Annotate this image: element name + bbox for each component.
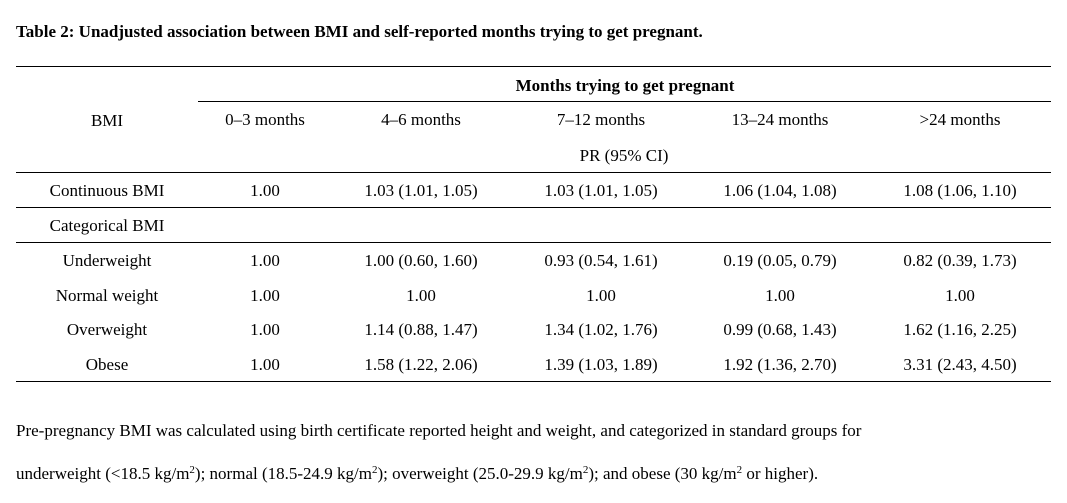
superscript: 2 — [582, 464, 589, 476]
table-cell: 0.19 (0.05, 0.79) — [723, 251, 837, 270]
row-rule — [16, 207, 1051, 208]
column-header: 13–24 months — [731, 110, 829, 129]
table-bottom-rule — [16, 381, 1051, 382]
row-label: Continuous BMI — [49, 181, 165, 200]
table-cell: 0.82 (0.39, 1.73) — [903, 251, 1017, 270]
table-cell: 1.39 (1.03, 1.89) — [544, 355, 658, 374]
spanner-rule — [198, 101, 1051, 102]
row-label: Categorical BMI — [49, 216, 165, 235]
row-label: Obese — [85, 355, 129, 374]
footnote-text: ); overweight (25.0-29.9 kg/m — [377, 464, 583, 483]
column-header: 7–12 months — [556, 110, 646, 129]
table-cell: 1.14 (0.88, 1.47) — [364, 320, 478, 339]
table-cell: 1.92 (1.36, 2.70) — [723, 355, 837, 374]
row-rule — [16, 242, 1051, 243]
header-bottom-rule — [16, 172, 1051, 173]
row-label: Normal weight — [55, 286, 159, 305]
table-cell: 1.00 — [586, 286, 616, 305]
footnote-text: underweight (<18.5 kg/m — [16, 464, 190, 483]
table-footnote-line-1: Pre-pregnancy BMI was calculated using b… — [16, 421, 862, 440]
table-cell: 3.31 (2.43, 4.50) — [903, 355, 1017, 374]
row-label: Overweight — [66, 320, 148, 339]
measure-label: PR (95% CI) — [579, 146, 669, 165]
table-caption: Table 2: Unadjusted association between … — [16, 22, 703, 41]
column-header: 4–6 months — [381, 110, 461, 129]
column-header: >24 months — [919, 110, 1001, 129]
table-cell: 0.93 (0.54, 1.61) — [544, 251, 658, 270]
table-cell: 1.00 — [250, 355, 280, 374]
table-cell: 1.00 (0.60, 1.60) — [364, 251, 478, 270]
table-cell: 1.58 (1.22, 2.06) — [364, 355, 478, 374]
table-cell: 1.06 (1.04, 1.08) — [723, 181, 837, 200]
column-header: 0–3 months — [225, 110, 305, 129]
table-cell: 1.08 (1.06, 1.10) — [903, 181, 1017, 200]
table-top-rule — [16, 66, 1051, 67]
row-label: Underweight — [62, 251, 152, 270]
table-cell: 1.62 (1.16, 2.25) — [903, 320, 1017, 339]
table-cell: 1.03 (1.01, 1.05) — [364, 181, 478, 200]
table-cell: 1.00 — [945, 286, 975, 305]
table-cell: 1.00 — [250, 320, 280, 339]
table-cell: 1.00 — [250, 251, 280, 270]
superscript: 2 — [189, 464, 195, 476]
footnote-text: ); normal (18.5-24.9 kg/m — [194, 464, 372, 483]
table-cell: 1.00 — [250, 181, 280, 200]
table-cell: 1.00 — [250, 286, 280, 305]
table-footnote-line-2: underweight (<18.5 kg/m2); normal (18.5-… — [16, 464, 818, 484]
superscript: 2 — [371, 464, 378, 476]
table-cell: 0.99 (0.68, 1.43) — [723, 320, 837, 339]
superscript: 2 — [736, 464, 743, 476]
column-spanner-header: Months trying to get pregnant — [515, 76, 735, 95]
stub-header: BMI — [90, 111, 124, 130]
table-cell: 1.03 (1.01, 1.05) — [544, 181, 658, 200]
table-cell: 1.00 — [765, 286, 795, 305]
footnote-text: ); and obese (30 kg/m — [588, 464, 737, 483]
table-cell: 1.00 — [406, 286, 436, 305]
table-cell: 1.34 (1.02, 1.76) — [544, 320, 658, 339]
footnote-text: or higher). — [742, 464, 819, 483]
